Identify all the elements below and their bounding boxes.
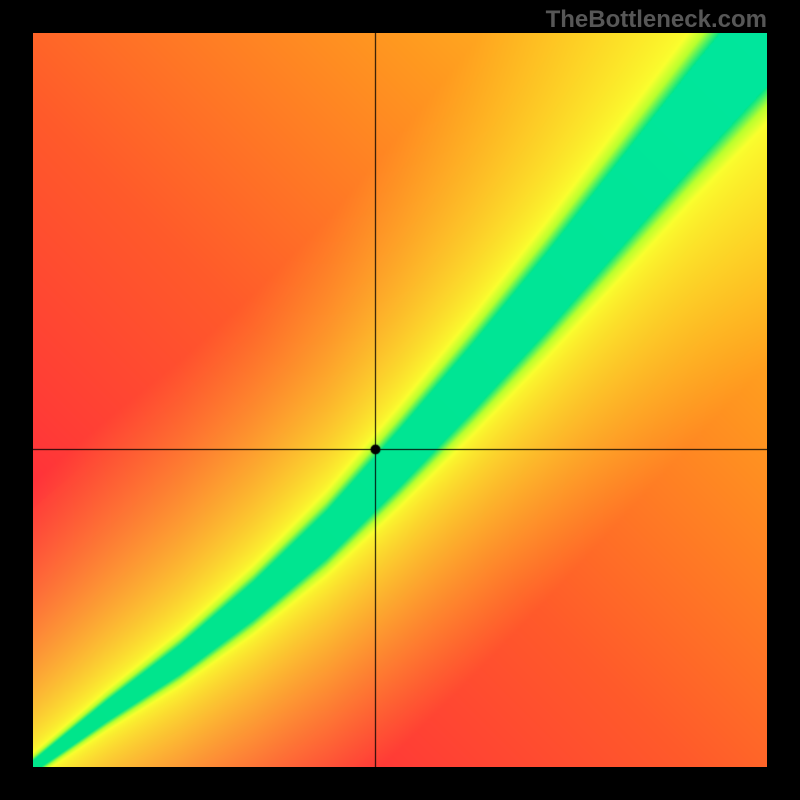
bottleneck-heatmap (33, 33, 767, 767)
frame-border-bottom (0, 767, 800, 800)
frame-border-left (0, 0, 33, 800)
frame-border-right (767, 0, 800, 800)
watermark-text: TheBottleneck.com (546, 6, 767, 34)
